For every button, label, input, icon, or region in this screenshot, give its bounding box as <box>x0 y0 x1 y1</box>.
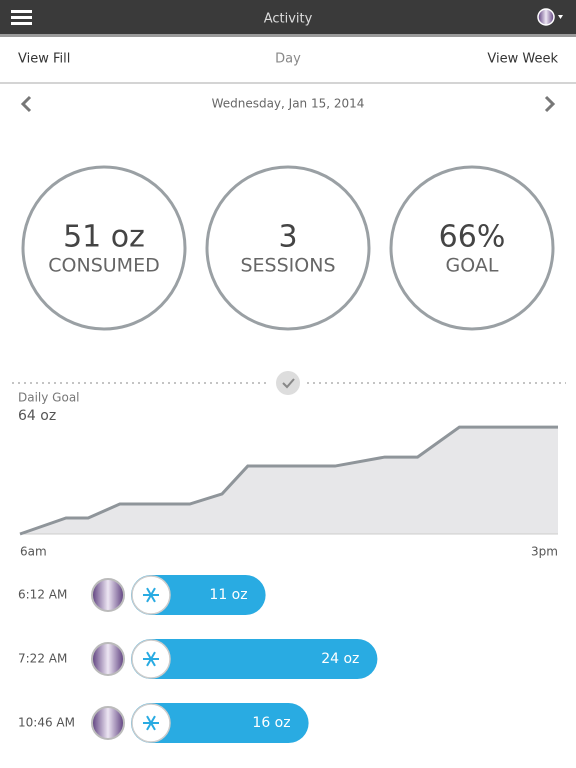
goal-check <box>276 371 300 395</box>
area-line <box>19 425 558 536</box>
screen-title: Activity <box>264 12 313 27</box>
session-row: 7:22 AM 24 oz <box>18 639 378 679</box>
x-tick-label: 3pm <box>531 545 558 559</box>
goal-value: 64 oz <box>18 408 56 424</box>
session-time: 10:46 AM <box>18 716 75 730</box>
stat-value: 3 <box>278 220 297 255</box>
prev-day[interactable] <box>20 95 32 113</box>
area-fill <box>20 427 558 534</box>
session-amount: 16 oz <box>252 715 290 731</box>
view-fill-link[interactable]: View Fill <box>18 52 70 67</box>
bottle-icon <box>91 706 125 740</box>
x-tick-label: 6am <box>20 545 47 559</box>
stat-value: 66% <box>439 220 506 255</box>
next-day[interactable] <box>544 95 556 113</box>
goal-label: Daily Goal <box>18 391 80 405</box>
profile-button[interactable] <box>537 8 563 26</box>
snowflake-stroke <box>146 587 156 603</box>
date: Wednesday, Jan 15, 2014 <box>212 97 365 111</box>
bottle-icon <box>91 642 125 676</box>
view-week-link[interactable]: View Week <box>487 52 558 67</box>
stat-ring <box>21 165 187 331</box>
session-amount: 24 oz <box>321 651 359 667</box>
stat-label: CONSUMED <box>48 255 159 277</box>
stat-label: SESSIONS <box>240 255 335 277</box>
session-time: 7:22 AM <box>18 652 67 666</box>
top-bar-edge <box>0 34 576 37</box>
session-row: 6:12 AM 11 oz <box>18 575 266 615</box>
session-bar <box>131 639 378 679</box>
stat-value: 51 oz <box>63 220 145 255</box>
snowflake-stroke <box>146 651 156 667</box>
snowflake-stroke <box>146 715 156 731</box>
session-amount: 11 oz <box>209 587 247 603</box>
stat-label: GOAL <box>446 255 499 277</box>
session-time: 6:12 AM <box>18 588 67 602</box>
top-bar <box>0 0 576 34</box>
menu-button[interactable] <box>11 10 32 25</box>
day-label: Day <box>275 52 301 67</box>
stat-ring <box>389 165 555 331</box>
stat-ring <box>205 165 371 331</box>
session-bar <box>131 703 309 743</box>
bottle-icon <box>91 578 125 612</box>
session-row: 10:46 AM 16 oz <box>18 703 309 743</box>
